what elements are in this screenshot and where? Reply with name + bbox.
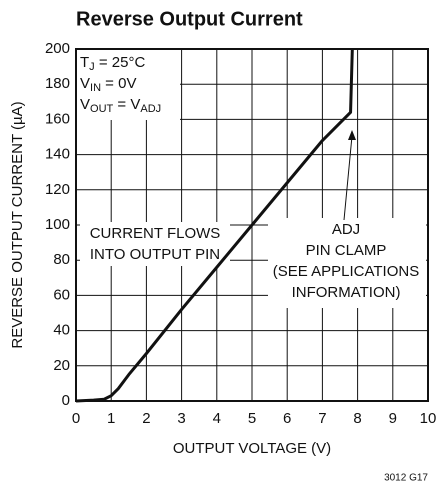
x-tick-label: 4 bbox=[213, 410, 221, 427]
x-tick-label: 9 bbox=[389, 410, 397, 427]
annotation: INFORMATION) bbox=[292, 284, 401, 301]
condition: VOUT = VADJ bbox=[80, 96, 161, 115]
x-tick-label: 3 bbox=[177, 410, 185, 427]
annotation: PIN CLAMP bbox=[306, 242, 387, 259]
label-background bbox=[77, 50, 180, 120]
y-tick-label: 180 bbox=[45, 75, 70, 92]
x-tick-label: 7 bbox=[318, 410, 326, 427]
chart-title: Reverse Output Current bbox=[76, 8, 303, 30]
condition-part: V bbox=[80, 96, 90, 113]
annotation: CURRENT FLOWS bbox=[90, 225, 221, 242]
y-tick-label: 80 bbox=[53, 251, 70, 268]
annotation-arrow bbox=[343, 135, 353, 221]
x-tick-label: 8 bbox=[353, 410, 361, 427]
y-tick-label: 60 bbox=[53, 286, 70, 303]
condition-part: T bbox=[80, 54, 89, 71]
y-axis-label: REVERSE OUTPUT CURRENT (µA) bbox=[9, 101, 26, 348]
arrow-head bbox=[348, 130, 356, 140]
x-tick-label: 0 bbox=[72, 410, 80, 427]
label-background bbox=[80, 222, 230, 266]
x-tick-label: 6 bbox=[283, 410, 291, 427]
condition-part: V bbox=[80, 75, 90, 92]
y-tick-label: 20 bbox=[53, 357, 70, 374]
annotation: ADJ bbox=[332, 221, 360, 238]
x-tick-label: 10 bbox=[420, 410, 437, 427]
condition-part: = 25°C bbox=[95, 54, 146, 71]
x-tick-label: 5 bbox=[248, 410, 256, 427]
y-tick-label: 0 bbox=[62, 392, 70, 409]
condition-part: = 0V bbox=[101, 75, 136, 92]
condition: TJ = 25°C bbox=[80, 54, 145, 73]
y-tick-label: 200 bbox=[45, 40, 70, 57]
plot-frame bbox=[75, 48, 429, 402]
condition-part: = V bbox=[113, 96, 140, 113]
x-tick-label: 1 bbox=[107, 410, 115, 427]
annotation: (SEE APPLICATIONS bbox=[273, 263, 419, 280]
y-tick-label: 120 bbox=[45, 181, 70, 198]
condition-part: IN bbox=[90, 82, 101, 94]
condition-part: J bbox=[89, 61, 95, 73]
condition: VIN = 0V bbox=[80, 75, 136, 94]
line-series bbox=[75, 48, 354, 403]
label-background bbox=[268, 218, 426, 308]
y-tick-label: 160 bbox=[45, 110, 70, 127]
x-tick-label: 2 bbox=[142, 410, 150, 427]
y-tick-label: 40 bbox=[53, 322, 70, 339]
x-axis-label: OUTPUT VOLTAGE (V) bbox=[173, 440, 331, 457]
y-tick-label: 100 bbox=[45, 216, 70, 233]
annotation: INTO OUTPUT PIN bbox=[90, 246, 220, 263]
y-tick-label: 140 bbox=[45, 146, 70, 163]
condition-part: OUT bbox=[90, 103, 114, 115]
footnote: 3012 G17 bbox=[384, 473, 428, 484]
condition-part: ADJ bbox=[140, 103, 161, 115]
